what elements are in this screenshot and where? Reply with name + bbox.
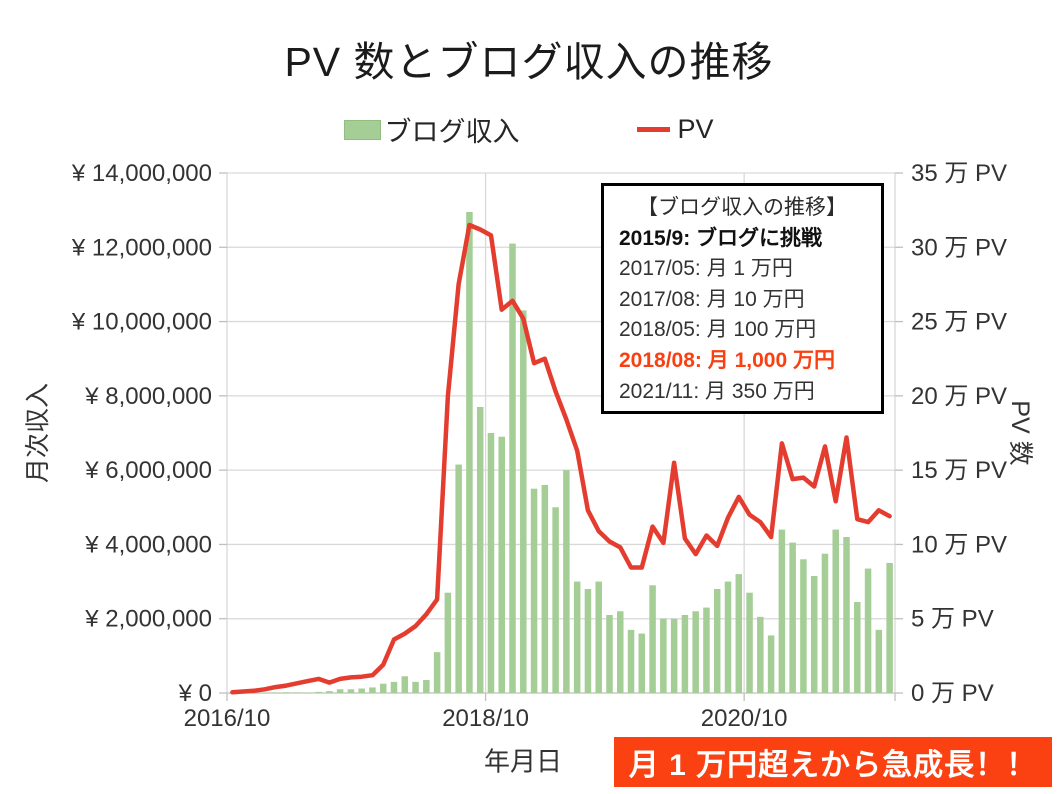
callout-line-start: 2015/9: ブログに挑戦: [619, 226, 823, 250]
income-bar[interactable]: [875, 629, 883, 693]
left-axis-tick-label: ¥ 14,000,000: [71, 160, 212, 187]
income-bar[interactable]: [283, 692, 290, 693]
income-bar[interactable]: [584, 589, 592, 693]
income-bar[interactable]: [336, 689, 344, 693]
right-axis-tick-label: 15 万 PV: [911, 457, 1007, 484]
income-bar[interactable]: [595, 581, 602, 693]
right-axis-tick-label: 20 万 PV: [911, 383, 1007, 410]
callout-line-1man: 2017/05: 月 1 万円: [619, 257, 793, 281]
income-bar[interactable]: [563, 470, 570, 693]
income-bar[interactable]: [713, 589, 721, 693]
income-bar[interactable]: [800, 559, 807, 693]
income-bar[interactable]: [649, 585, 656, 693]
income-bar[interactable]: [433, 652, 441, 693]
pv-line[interactable]: [230, 222, 892, 695]
income-bar[interactable]: [638, 633, 646, 693]
left-axis-tick-label: ¥ 0: [178, 680, 212, 707]
income-bar[interactable]: [401, 676, 409, 693]
left-axis-tick-label: ¥ 8,000,000: [84, 383, 212, 410]
pv-line-swatch-icon: [637, 127, 671, 132]
income-bar[interactable]: [886, 563, 893, 693]
income-bar[interactable]: [681, 615, 689, 693]
income-bar[interactable]: [789, 542, 796, 693]
income-bar[interactable]: [272, 692, 279, 693]
income-bar[interactable]: [476, 407, 484, 693]
income-bar[interactable]: [520, 310, 527, 693]
income-bar[interactable]: [832, 529, 839, 693]
income-bar[interactable]: [703, 607, 710, 693]
right-axis-tick-label: 35 万 PV: [911, 160, 1007, 187]
income-bar[interactable]: [627, 629, 635, 693]
income-bar[interactable]: [573, 581, 581, 693]
left-axis-title: 月次収入: [24, 382, 52, 484]
income-bar[interactable]: [767, 635, 775, 693]
callout-line-100man: 2018/05: 月 100 万円: [619, 318, 817, 342]
income-bar[interactable]: [423, 680, 430, 693]
income-bar[interactable]: [530, 488, 538, 693]
income-bar[interactable]: [315, 691, 322, 693]
legend-pv-label: PV: [677, 114, 714, 144]
chart-legend: ブログ収入 PV: [0, 110, 1058, 149]
income-bar[interactable]: [358, 688, 365, 693]
left-axis-tick-label: ¥ 12,000,000: [71, 234, 212, 261]
income-bar[interactable]: [660, 618, 667, 693]
right-axis-tick-label: 0 万 PV: [911, 680, 994, 707]
income-bar[interactable]: [552, 507, 559, 693]
right-axis-tick-label: 5 万 PV: [911, 606, 994, 633]
income-bar[interactable]: [821, 553, 829, 693]
income-bar[interactable]: [293, 692, 301, 693]
income-bar[interactable]: [487, 433, 495, 693]
legend-item-pv[interactable]: PV: [637, 114, 714, 145]
income-bar[interactable]: [606, 615, 613, 693]
income-bar[interactable]: [412, 681, 419, 693]
income-bar[interactable]: [455, 464, 462, 693]
right-axis-tick-label: 30 万 PV: [911, 234, 1007, 261]
income-bar[interactable]: [617, 611, 624, 693]
income-bar[interactable]: [369, 687, 376, 693]
right-axis-tick-label: 25 万 PV: [911, 309, 1007, 336]
x-axis-tick-label: 2018/10: [442, 705, 529, 732]
right-axis-title: PV 数: [1006, 400, 1034, 466]
callout-line-350man: 2021/11: 月 350 万円: [619, 379, 815, 403]
income-bar[interactable]: [810, 576, 818, 693]
income-bar[interactable]: [326, 691, 333, 693]
growth-banner: 月 1 万円超えから急成長！！: [614, 737, 1052, 787]
left-axis-tick-label: ¥ 2,000,000: [84, 606, 212, 633]
income-bar[interactable]: [724, 581, 732, 693]
income-bar[interactable]: [854, 602, 861, 693]
income-bar[interactable]: [778, 529, 786, 693]
income-bar[interactable]: [757, 616, 764, 693]
income-bar[interactable]: [735, 574, 743, 693]
page-title: PV 数とブログ収入の推移: [284, 39, 774, 85]
income-bar[interactable]: [541, 485, 549, 693]
income-bar[interactable]: [347, 689, 355, 693]
legend-income-label: ブログ収入: [384, 117, 520, 147]
income-bar[interactable]: [498, 436, 505, 693]
x-axis-title: 年月日: [483, 746, 563, 777]
x-axis-tick-label: 2020/10: [701, 705, 788, 732]
income-bar[interactable]: [379, 683, 387, 693]
callout-line-1000man: 2018/08: 月 1,000 万円: [619, 348, 835, 372]
income-bar[interactable]: [746, 592, 753, 693]
legend-item-income[interactable]: ブログ収入: [344, 110, 519, 149]
left-axis-tick-label: ¥ 4,000,000: [84, 531, 212, 558]
income-bar[interactable]: [843, 537, 850, 693]
income-milestones-callout: 【ブログ収入の推移】 2015/9: ブログに挑戦 2017/05: 月 1 万…: [601, 183, 884, 414]
income-bar[interactable]: [692, 611, 699, 693]
callout-line-10man: 2017/08: 月 10 万円: [619, 287, 805, 311]
income-bar[interactable]: [864, 568, 872, 693]
income-bar[interactable]: [509, 243, 516, 694]
right-axis-tick-label: 10 万 PV: [911, 531, 1007, 558]
left-axis-tick-label: ¥ 6,000,000: [84, 457, 212, 484]
callout-header: 【ブログ収入の推移】: [637, 196, 847, 219]
income-bar[interactable]: [390, 681, 398, 693]
income-bar[interactable]: [466, 212, 473, 693]
income-bar[interactable]: [444, 592, 452, 693]
income-swatch-icon: [344, 119, 382, 140]
left-axis-tick-label: ¥ 10,000,000: [71, 309, 212, 336]
income-bar[interactable]: [670, 618, 678, 693]
x-axis-tick-label: 2016/10: [184, 705, 271, 732]
